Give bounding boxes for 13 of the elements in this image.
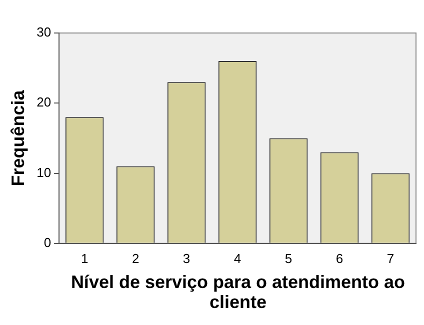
x-tick-label: 6 — [336, 250, 344, 266]
x-tick-label: 2 — [132, 250, 140, 266]
x-tick-label: 5 — [284, 250, 292, 266]
y-tick-label: 10 — [36, 164, 52, 180]
y-tick-label: 20 — [36, 94, 52, 110]
x-tick-label: 7 — [386, 250, 394, 266]
y-axis-title: Frequência — [8, 89, 28, 186]
y-tick-label: 0 — [44, 234, 52, 250]
x-tick-label: 1 — [80, 250, 88, 266]
x-tick-label: 4 — [234, 250, 242, 266]
x-axis-title: Nível de serviço para o atendimento ao cliente — [70, 272, 406, 312]
x-tick-label: 3 — [182, 250, 190, 266]
y-tick-label: 30 — [36, 24, 52, 40]
